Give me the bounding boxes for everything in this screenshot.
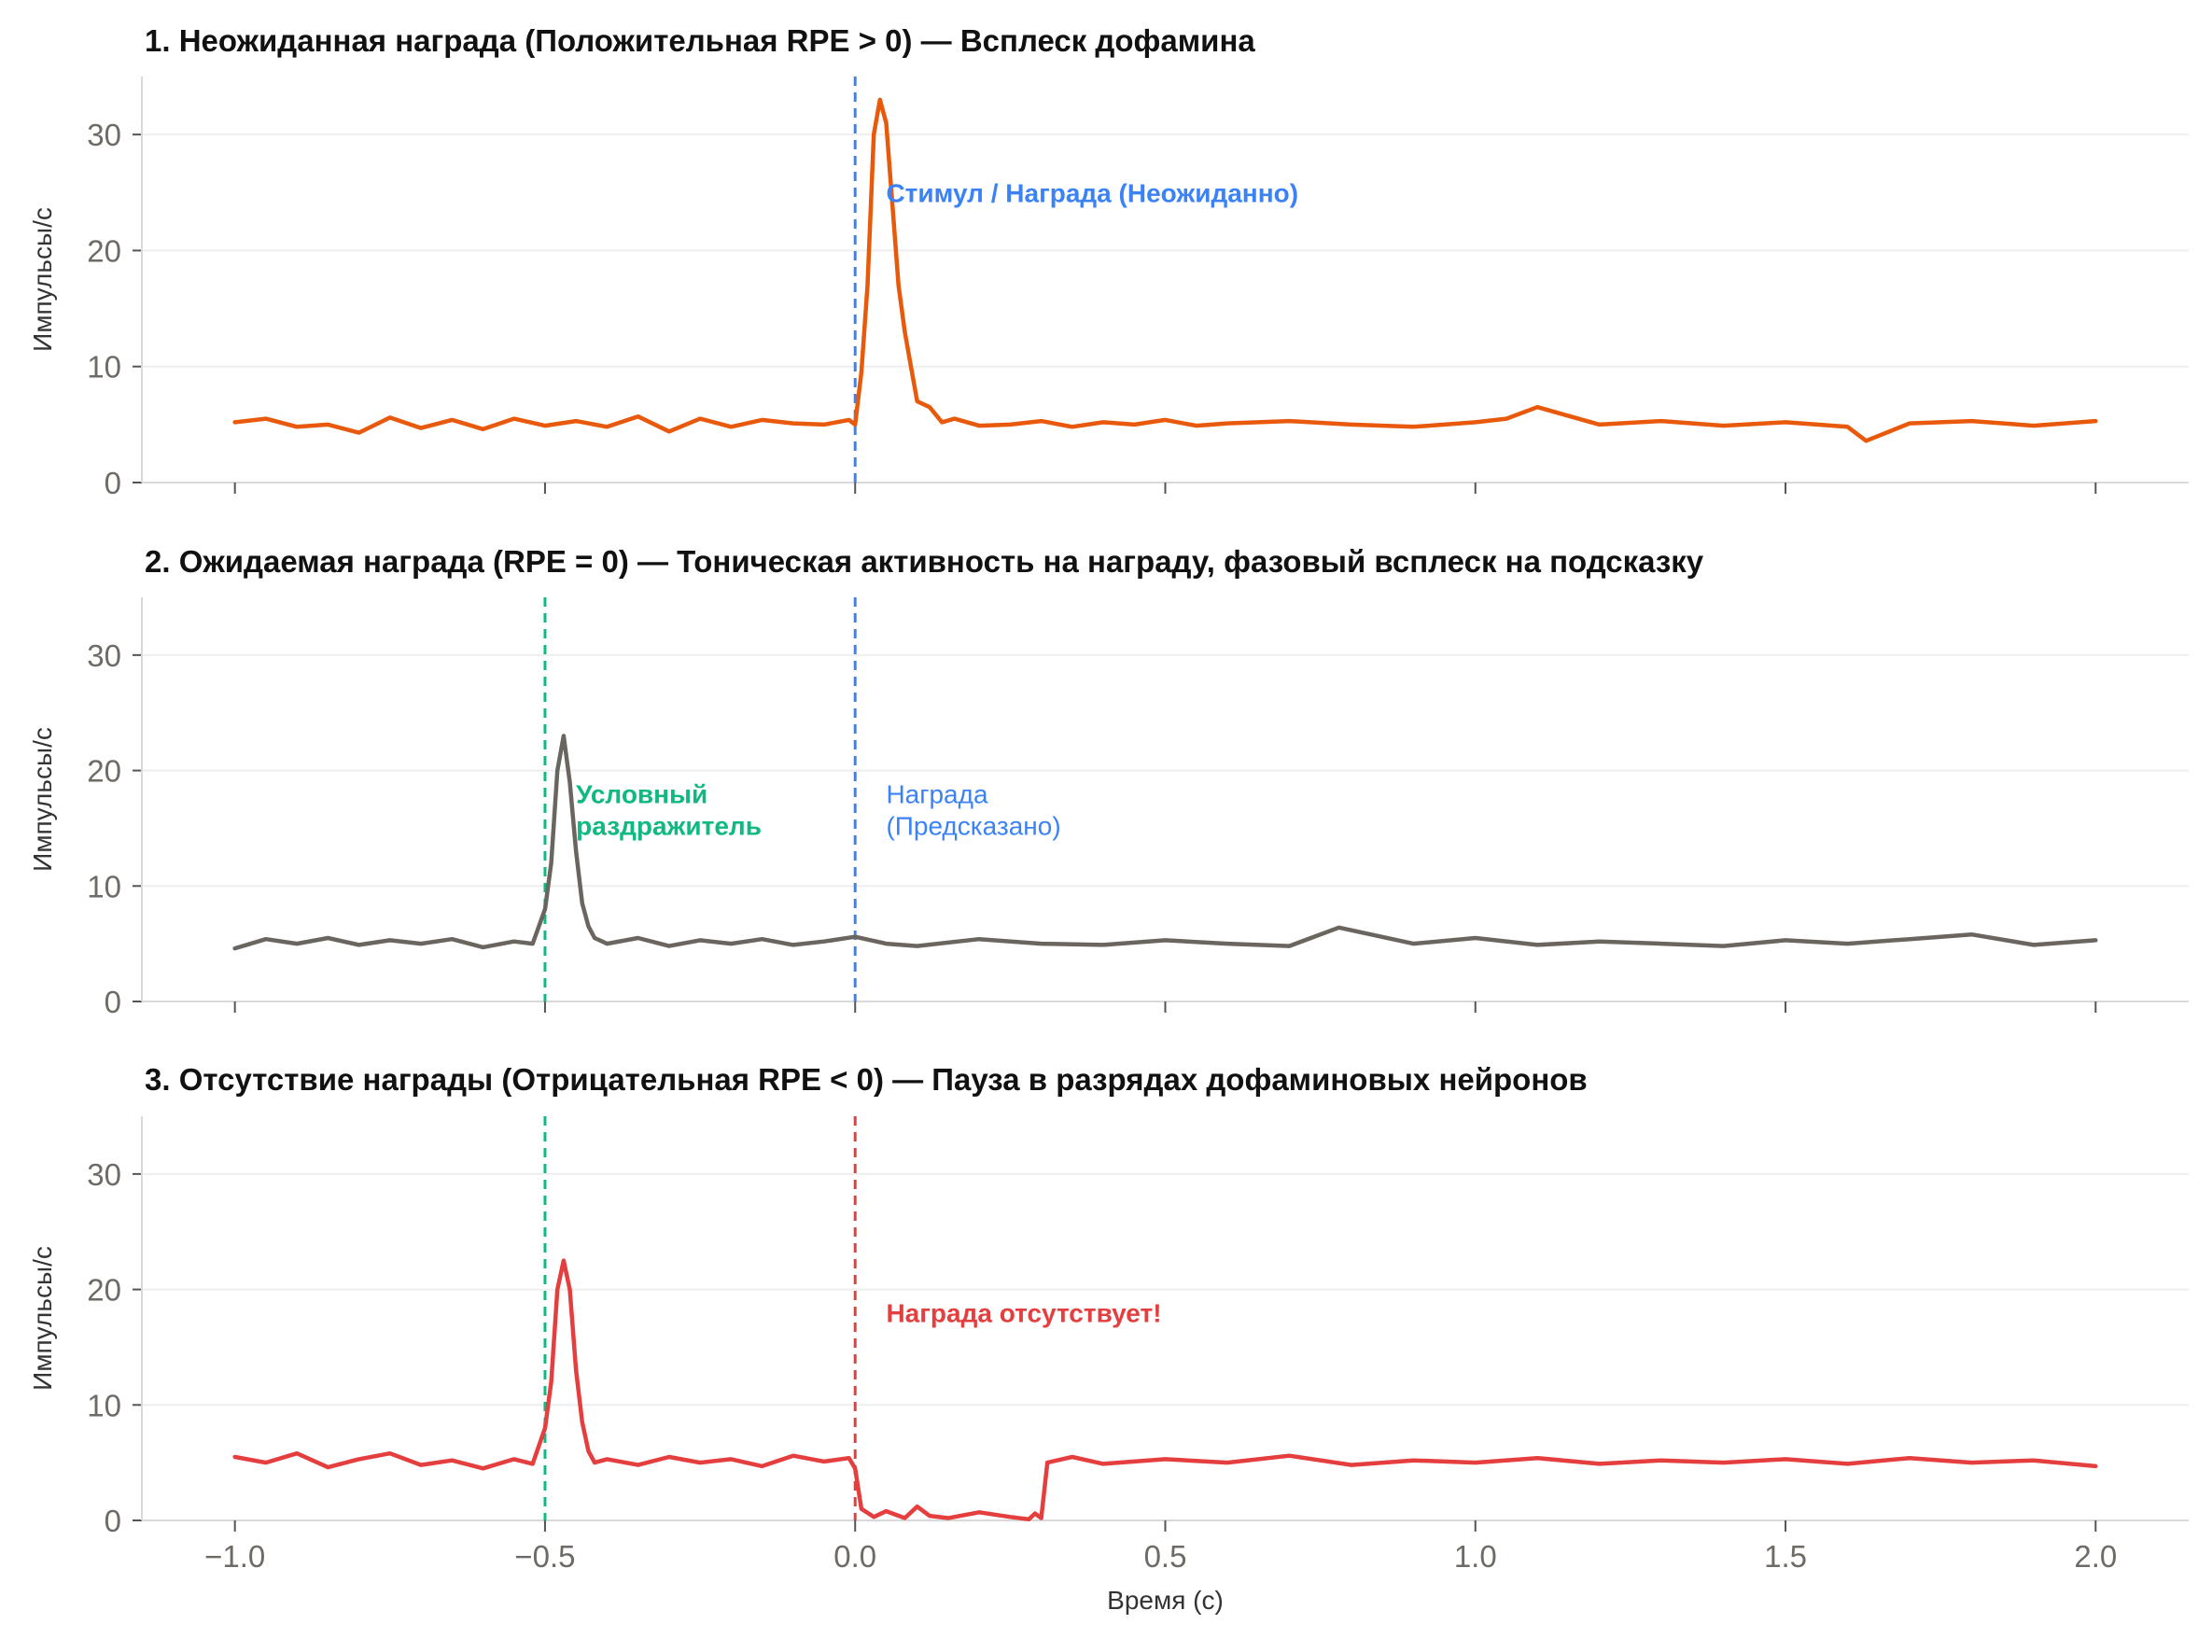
y-tick-label: 30 [87,638,121,673]
y-tick-label: 30 [87,118,121,152]
panel-3: 3. Отсутствие награды (Отрицательная RPE… [28,1062,2189,1615]
y-tick-label: 0 [105,466,121,500]
panel-title: 3. Отсутствие награды (Отрицательная RPE… [145,1062,1588,1097]
firing-rate-line [232,1258,2098,1522]
y-tick-label: 0 [105,1504,121,1538]
y-tick-label: 20 [87,1273,121,1308]
y-tick-label: 20 [87,754,121,789]
annotation-label: Условный [576,779,707,808]
panel-title: 1. Неожиданная награда (Положительная RP… [145,23,1255,58]
x-tick-label: 1.0 [1454,1539,1497,1574]
panel-1: 1. Неожиданная награда (Положительная RP… [28,23,2189,500]
x-tick-label: 2.0 [2074,1539,2117,1574]
y-axis-label: Импульсы/с [28,207,57,352]
y-tick-label: 10 [87,350,121,385]
annotation-label: Награда отсутствует! [886,1298,1161,1327]
y-axis-label: Импульсы/с [28,1246,57,1391]
y-axis-label: Импульсы/с [28,727,57,872]
panel-title: 2. Ожидаемая награда (RPE = 0) — Тоничес… [145,544,1704,579]
y-tick-label: 30 [87,1157,121,1192]
x-tick-label: 1.5 [1764,1539,1807,1574]
firing-rate-line [232,97,2098,443]
y-tick-label: 10 [87,869,121,903]
annotation-label: Награда [886,779,987,808]
annotation-label-line2: (Предсказано) [886,811,1060,840]
x-tick-label: −1.0 [204,1539,265,1574]
annotation-label-line2: раздражитель [576,811,762,840]
annotation-label: Стимул / Награда (Неожиданно) [886,178,1298,207]
panel-2: 2. Ожидаемая награда (RPE = 0) — Тоничес… [28,544,2189,1019]
x-tick-label: 0.5 [1144,1539,1187,1574]
y-tick-label: 0 [105,985,121,1019]
firing-rate-line [232,734,2098,951]
y-tick-label: 10 [87,1388,121,1422]
x-tick-label: 0.0 [833,1539,876,1574]
x-tick-label: −0.5 [514,1539,575,1574]
y-tick-label: 20 [87,233,121,268]
x-axis-label: Время (с) [1107,1586,1224,1615]
